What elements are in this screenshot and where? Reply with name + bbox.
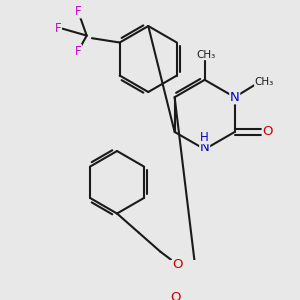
Text: O: O <box>170 291 180 300</box>
Text: N: N <box>200 141 210 154</box>
Text: O: O <box>262 125 273 138</box>
Text: F: F <box>75 45 81 58</box>
Text: F: F <box>75 5 81 18</box>
Text: CH₃: CH₃ <box>255 76 274 87</box>
Text: N: N <box>230 91 240 104</box>
Text: CH₃: CH₃ <box>197 50 216 60</box>
Text: H: H <box>200 130 209 144</box>
Text: F: F <box>55 22 62 35</box>
Text: O: O <box>172 258 183 271</box>
